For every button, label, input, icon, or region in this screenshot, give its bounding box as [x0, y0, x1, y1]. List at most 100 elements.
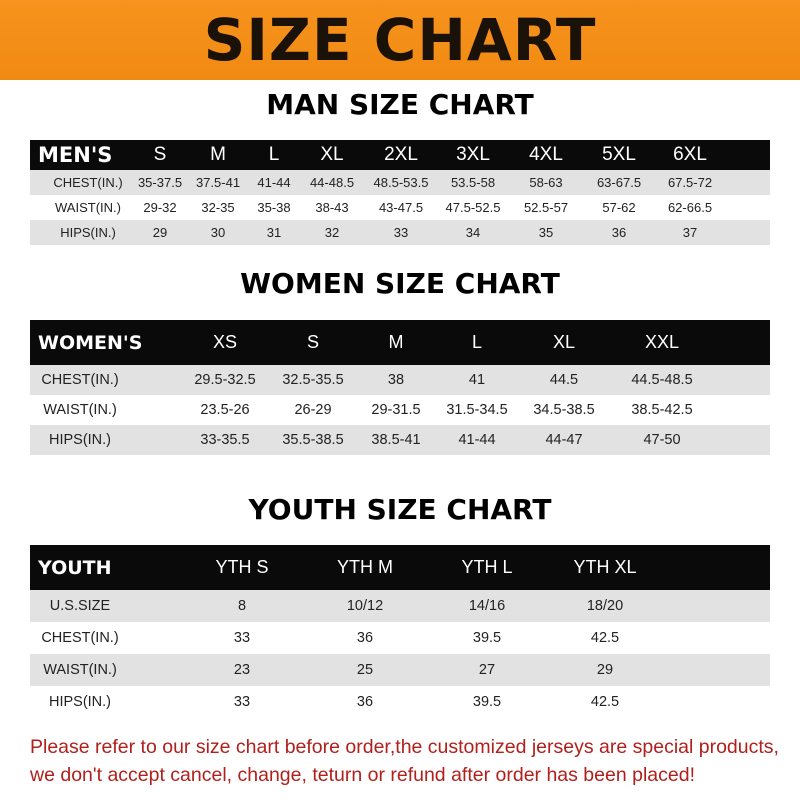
- size-header: 4XL: [529, 144, 563, 165]
- table-row: U.S.SIZE 8 10/12 14/16 18/20: [30, 590, 770, 622]
- table-row: CHEST(IN.) 33 36 39.5 42.5: [30, 622, 770, 654]
- table-cell: 58-63: [529, 175, 563, 190]
- banner-title: SIZE CHART: [203, 6, 597, 74]
- table-cell: 35.5-38.5: [282, 432, 344, 448]
- table-cell: 29-32: [143, 200, 177, 215]
- table-cell: 18/20: [586, 598, 624, 614]
- women-chart-title: WOMEN SIZE CHART: [240, 267, 560, 300]
- table-cell: 47-50: [643, 432, 681, 448]
- table-cell: 42.5: [590, 630, 620, 646]
- size-header: XXL: [644, 332, 680, 352]
- table-row: HIPS(IN.) 33 36 39.5 42.5: [30, 686, 770, 718]
- table-cell: 33: [393, 225, 409, 240]
- table-row: WAIST(IN.) 29-32 32-35 35-38 38-43 43-47.5 47.…: [30, 195, 770, 220]
- size-header: S: [153, 144, 167, 165]
- table-cell: 14/16: [468, 598, 506, 614]
- table-cell: 31.5-34.5: [446, 402, 508, 418]
- table-row: WAIST(IN.) 23.5-26 26-29 29-31.5 31.5-34.5 34…: [30, 395, 770, 425]
- table-cell: 44-48.5: [309, 175, 355, 190]
- table-cell: 33: [233, 630, 251, 646]
- size-header: YTH S: [215, 557, 269, 577]
- table-row: CHEST(IN.) 35-37.5 37.5-41 41-44 44-48.5 48.5…: [30, 170, 770, 195]
- table-cell: 32-35: [201, 200, 235, 215]
- size-header: YTH XL: [573, 557, 637, 577]
- row-label: CHEST(IN.): [41, 630, 119, 646]
- table-cell: 33: [233, 694, 251, 710]
- table-cell: 57-62: [602, 200, 636, 215]
- table-cell: 62-66.5: [667, 200, 713, 215]
- table-cell: 34.5-38.5: [533, 402, 595, 418]
- youth-chart-title: YOUTH SIZE CHART: [248, 493, 552, 526]
- table-cell: 41: [468, 372, 486, 388]
- table-cell: 39.5: [472, 694, 502, 710]
- size-header: L: [471, 332, 483, 352]
- table-cell: 42.5: [590, 694, 620, 710]
- table-cell: 35-37.5: [137, 175, 183, 190]
- size-header: 3XL: [456, 144, 490, 165]
- size-header: XS: [212, 332, 238, 352]
- size-header: XL: [552, 332, 576, 352]
- table-cell: 36: [611, 225, 627, 240]
- table-row: CHEST(IN.) 29.5-32.5 32.5-35.5 38 41 44.5 44.5…: [30, 365, 770, 395]
- table-cell: 33-35.5: [200, 432, 250, 448]
- size-header: YTH L: [461, 557, 513, 577]
- table-cell: 30: [210, 225, 226, 240]
- size-header: 6XL: [673, 144, 707, 165]
- youth-size-table: YOUTH YTH S YTH M YTH L YTH XL U.S.SIZE 8 10/12…: [30, 545, 770, 718]
- table-cell: 23: [233, 662, 251, 678]
- table-cell: 47.5-52.5: [445, 200, 501, 215]
- table-cell: 38.5-41: [371, 432, 421, 448]
- row-label: WAIST(IN.): [43, 662, 117, 678]
- order-notice: Please refer to our size chart before or…: [30, 733, 790, 789]
- table-cell: 43-47.5: [378, 200, 424, 215]
- table-row: HIPS(IN.) 33-35.5 35.5-38.5 38.5-41 41-44 44-…: [30, 425, 770, 455]
- row-label: WAIST(IN.): [43, 402, 117, 418]
- table-cell: 41-44: [257, 175, 291, 190]
- table-header-row: MEN'S S M L XL 2XL 3XL 4XL 5XL 6XL: [30, 140, 770, 170]
- table-row: HIPS(IN.) 29 30 31 32 33 34 35 36 37: [30, 220, 770, 245]
- table-cell: 52.5-57: [523, 200, 569, 215]
- table-cell: 48.5-53.5: [373, 175, 429, 190]
- table-cell: 63-67.5: [596, 175, 642, 190]
- size-header: M: [210, 144, 226, 165]
- row-label: HIPS(IN.): [48, 432, 112, 448]
- table-cell: 35: [538, 225, 554, 240]
- table-cell: 37.5-41: [195, 175, 241, 190]
- size-header: XL: [320, 144, 344, 165]
- table-cell: 26-29: [294, 402, 332, 418]
- table-cell: 37: [682, 225, 698, 240]
- size-header: M: [388, 332, 404, 352]
- size-header: L: [268, 144, 280, 165]
- table-cell: 29.5-32.5: [194, 372, 256, 388]
- table-cell: 31: [266, 225, 282, 240]
- row-label: U.S.SIZE: [49, 598, 111, 614]
- table-cell: 36: [356, 694, 374, 710]
- table-cell: 23.5-26: [200, 402, 250, 418]
- table-cell: 44-47: [545, 432, 583, 448]
- table-cell: 10/12: [346, 598, 384, 614]
- women-size-table: WOMEN'S XS S M L XL XXL CHEST(IN.) 29.5-32.5 32.5…: [30, 320, 770, 455]
- table-row: WAIST(IN.) 23 25 27 29: [30, 654, 770, 686]
- row-label: CHEST(IN.): [41, 372, 119, 388]
- men-size-table: MEN'S S M L XL 2XL 3XL 4XL 5XL 6XL CHEST(IN.) 35-37…: [30, 140, 770, 245]
- notice-line-2: we don't accept cancel, change, teturn o…: [30, 764, 695, 786]
- table-cell: 53.5-58: [450, 175, 496, 190]
- men-chart-title: MAN SIZE CHART: [266, 88, 534, 121]
- table-header-row: YOUTH YTH S YTH M YTH L YTH XL: [30, 545, 770, 590]
- table-cell: 39.5: [472, 630, 502, 646]
- size-header: YTH M: [337, 557, 393, 577]
- table-cell: 38-43: [315, 200, 349, 215]
- row-label: HIPS(IN.): [48, 694, 112, 710]
- table-cell: 29-31.5: [371, 402, 421, 418]
- table-title-cell: MEN'S: [38, 143, 113, 167]
- table-cell: 38.5-42.5: [631, 402, 693, 418]
- table-cell: 25: [356, 662, 374, 678]
- banner: SIZE CHART: [0, 0, 800, 80]
- row-label: CHEST(IN.): [53, 175, 123, 190]
- table-cell: 44.5: [549, 372, 579, 388]
- table-cell: 44.5-48.5: [631, 372, 693, 388]
- table-cell: 32.5-35.5: [282, 372, 344, 388]
- table-cell: 29: [152, 225, 168, 240]
- notice-line-1: Please refer to our size chart before or…: [30, 736, 779, 758]
- table-cell: 32: [324, 225, 340, 240]
